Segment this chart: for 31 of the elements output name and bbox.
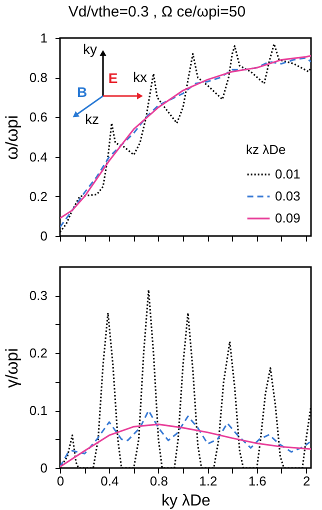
annotation: kx [133,69,147,85]
annotation: kz [85,111,99,127]
x-tick-label: 0.8 [150,474,168,488]
legend-label: 0.09 [275,210,300,226]
y-tick-label: 1 [40,30,48,46]
y-axis-title: γ/ωpi [2,348,22,388]
y-tick-label: 0.2 [29,346,48,361]
y-tick-label: 0.4 [29,149,48,164]
y-tick-label: 0.6 [29,110,48,125]
line-series [60,424,311,468]
annotation: ky [83,41,97,57]
y-tick-label: 0 [40,228,48,244]
line-series [60,410,311,468]
annotation: E [108,70,118,86]
legend-label: 0.03 [275,188,300,204]
y-tick-label: 0.8 [29,70,48,86]
x-axis-title: ky λDe [162,492,211,510]
chart-title: Vd/vthe=0.3 , Ω ce/ωpi=50 [68,3,246,20]
annotation: B [76,84,88,100]
x-tick-label: 1.2 [199,474,218,488]
x-tick-label: 0.4 [100,474,119,488]
y-tick-label: 0.1 [29,403,48,418]
x-tick-label: 0 [56,474,64,488]
y-axis-title: ω/ωpi [2,115,22,160]
y-tick-label: 0.2 [29,188,48,204]
y-tick-label: 0.3 [29,288,48,304]
x-tick-label: 2 [302,474,310,488]
legend-label: 0.01 [275,166,300,182]
x-tick-label: 1.6 [248,474,266,488]
y-tick-label: 0 [40,460,48,476]
legend-title: kz λDe [246,142,286,157]
